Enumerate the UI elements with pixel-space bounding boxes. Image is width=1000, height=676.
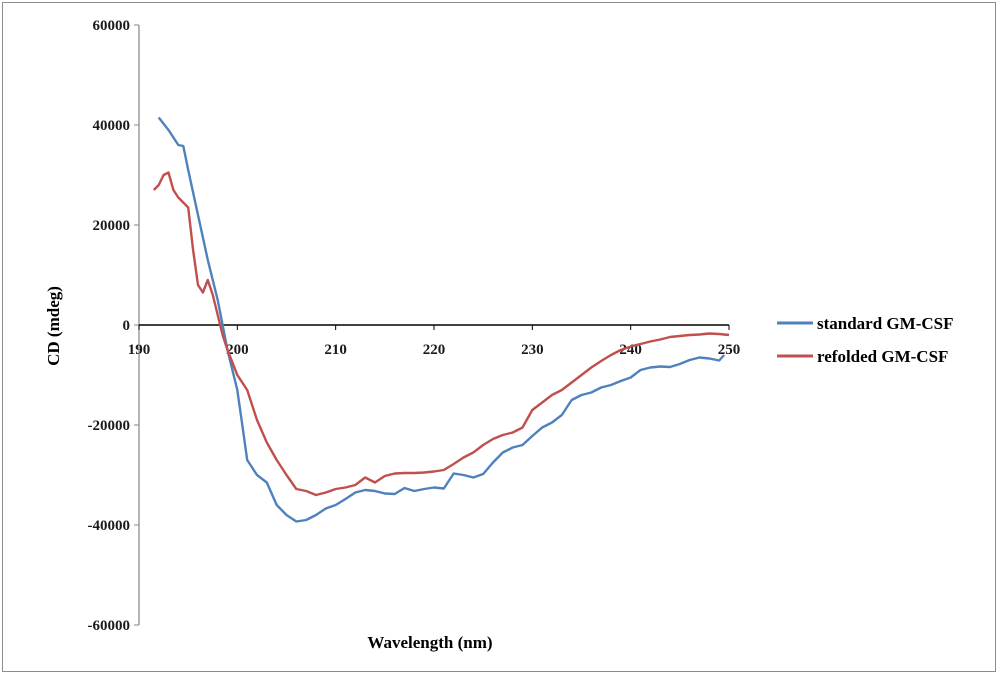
x-axis-title: Wavelength (nm) [367, 633, 492, 652]
series-line-refolded [152, 171, 730, 497]
legend: standard GM-CSF refolded GM-CSF [777, 314, 953, 366]
series-line-standard [157, 116, 725, 523]
legend-label-standard: standard GM-CSF [817, 314, 953, 333]
x-tick-label: 230 [521, 342, 544, 358]
y-tick-label: 0 [123, 318, 131, 334]
y-tick-labels: 60000 40000 20000 0 -20000 -40000 -60000 [88, 18, 131, 634]
x-tick-label: 200 [226, 342, 249, 358]
y-tick-label: 20000 [93, 218, 131, 234]
x-tick-labels: 190 200 210 220 230 240 250 [128, 342, 741, 358]
x-axis-tick-marks [138, 325, 730, 330]
y-axis-tick-marks [134, 24, 139, 626]
x-tick-label: 250 [718, 342, 741, 358]
x-tick-label: 210 [324, 342, 347, 358]
legend-label-refolded: refolded GM-CSF [817, 347, 948, 366]
y-tick-label: 40000 [93, 118, 131, 134]
y-tick-label: -40000 [88, 518, 131, 534]
y-tick-label: 60000 [93, 18, 131, 34]
series-layer [152, 116, 730, 523]
y-tick-label: -60000 [88, 618, 131, 634]
y-tick-label: -20000 [88, 418, 131, 434]
y-axis-title: CD (mdeg) [44, 286, 63, 366]
x-tick-label: 220 [423, 342, 446, 358]
